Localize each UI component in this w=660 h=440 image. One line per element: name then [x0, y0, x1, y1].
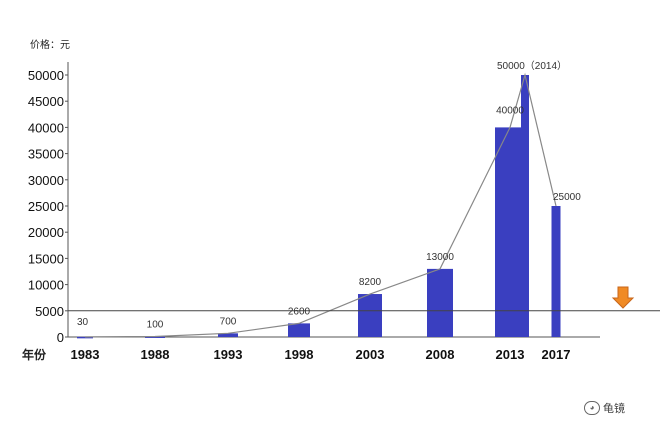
data-label: 700: [220, 316, 237, 327]
data-label: 13000: [426, 252, 454, 263]
x-tick-label: 1983: [71, 347, 100, 362]
bar: [145, 336, 165, 338]
data-label: 8200: [359, 277, 382, 288]
y-axis-title: 价格：元: [30, 38, 70, 51]
y-tick-label: 10000: [28, 278, 64, 293]
data-label: 2600: [288, 306, 311, 317]
bar: [77, 336, 93, 339]
y-tick-label: 30000: [28, 173, 64, 188]
x-axis-ticks: 1983 1988 1993 1998 2003 2008 2013 2017: [71, 347, 571, 362]
data-label: 100: [147, 319, 164, 330]
bar: [288, 323, 310, 337]
down-arrow-icon: [611, 286, 635, 309]
y-tick-label: 0: [57, 330, 64, 345]
y-tick-label: 35000: [28, 147, 64, 162]
y-tick-label: 20000: [28, 225, 64, 240]
watermark: ◕ 龟镜: [584, 400, 625, 416]
data-label: 40000: [496, 105, 524, 116]
x-tick-label: 2013: [496, 347, 525, 362]
x-tick-label: 1988: [141, 347, 170, 362]
watermark-text: 龟镜: [603, 403, 625, 415]
y-tick-label: 25000: [28, 199, 64, 214]
bar: [495, 127, 525, 338]
wechat-icon: ◕: [584, 401, 600, 415]
data-label: 50000（2014）: [497, 60, 567, 72]
x-tick-label: 1993: [214, 347, 243, 362]
data-label: 25000: [553, 192, 581, 203]
x-tick-label: 1998: [285, 347, 314, 362]
y-axis-ticks: 0 5000 10000 15000 20000 25000 30000 35000 40000…: [28, 68, 68, 345]
bar: [358, 294, 382, 337]
down-arrow-shape: [611, 286, 635, 309]
x-tick-label: 2003: [356, 347, 385, 362]
bar: [521, 75, 529, 337]
bars: [77, 75, 561, 339]
y-tick-label: 50000: [28, 68, 64, 83]
x-axis-title: 年份: [22, 347, 47, 362]
y-tick-label: 5000: [35, 304, 64, 319]
y-tick-label: 45000: [28, 94, 64, 109]
data-label: 30: [77, 317, 89, 328]
trend-line: [84, 72, 557, 338]
x-tick-label: 2008: [426, 347, 455, 362]
y-tick-label: 40000: [28, 120, 64, 135]
bar: [218, 333, 238, 337]
data-labels: 30 100 700 2600 8200 13000 40000 25000 50000（201…: [77, 60, 581, 330]
x-tick-label: 2017: [542, 347, 571, 362]
bar: [427, 268, 453, 337]
bar: [551, 206, 561, 337]
y-tick-label: 15000: [28, 251, 64, 266]
